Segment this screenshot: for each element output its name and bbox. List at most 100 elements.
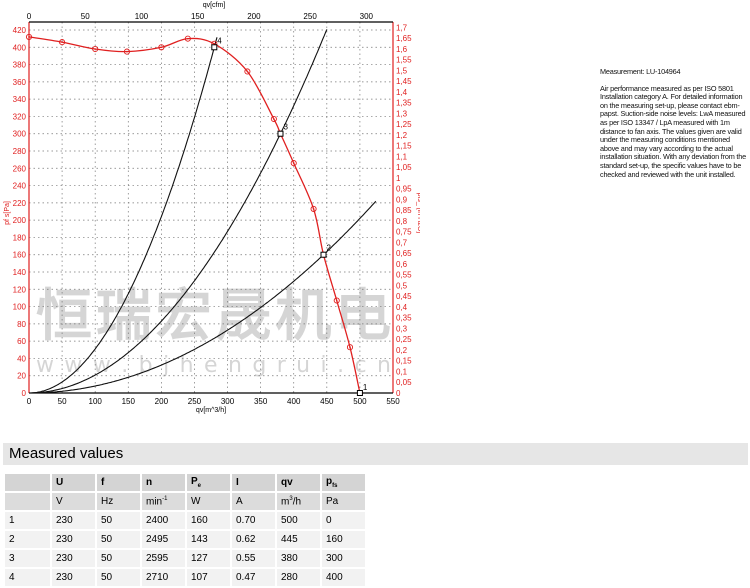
y-tick-label: 300 [13,130,27,139]
operating-point-marker [320,251,327,258]
y2-tick-label: 1,4 [396,88,408,97]
x-tick-label: 50 [58,397,67,406]
fan-curve-marker-dot [335,299,338,302]
y-tick-label: 140 [13,268,27,277]
table-header-row: U f n Pe I qv pfs [5,474,365,491]
table-cell: 230 [52,512,95,529]
table-cell: 2495 [142,531,185,548]
x-tick-label: 250 [188,397,202,406]
x-tick-label: 550 [386,397,400,406]
table-cell: 0.55 [232,550,275,567]
table-cell: 143 [187,531,230,548]
fan-curve-marker-dot [187,37,189,40]
subscript: fs [332,483,338,489]
y2-tick-label: 1,1 [396,152,408,161]
x2-axis-label: qv[cfm] [203,2,226,9]
unit-cell [5,493,50,510]
unit-cell: V [52,493,95,510]
operating-point-label: 3 [283,123,288,132]
y2-tick-label: 1,35 [396,99,412,108]
y2-tick-label: 0,1 [396,367,408,376]
x-tick-label: 450 [320,397,334,406]
fan-curve-marker [346,344,354,351]
fan-curve-marker-dot [312,208,315,210]
y-tick-label: 360 [13,78,27,87]
y-tick-label: 280 [13,147,27,156]
fan-curve-marker [290,160,297,167]
fan-curve-marker [310,205,317,212]
table-body: 1 230 50 2400 160 0.70 500 0 2 230 50 2495 143 0.62 44… [5,512,365,586]
table-cell: 1 [5,512,50,529]
y-tick-label: 120 [13,285,27,294]
system-curve [29,200,377,394]
operating-point-label: 2 [327,244,332,253]
table-cell: 2 [5,531,50,548]
x-tick-label: 150 [122,397,136,406]
table-cell: 160 [322,531,365,548]
table-cell: 0.70 [232,512,275,529]
y2-tick-label: 0,4 [396,303,408,312]
y2-tick-label: 0,6 [396,260,408,269]
y-tick-label: 260 [13,164,27,173]
y-tick-label: 160 [13,251,27,260]
x-tick-label: 500 [353,397,367,406]
y-tick-label: 0 [22,389,27,398]
fan-curve-marker [184,35,191,42]
fan-curve-marker-dot [246,70,249,73]
measurement-id: Measurement: LU-104964 [600,67,681,76]
y2-tick-label: 0,15 [396,357,412,366]
y2-tick-label: 1,5 [396,66,408,75]
table-cell: 3 [5,550,50,567]
y-tick-label: 380 [13,61,27,70]
header-cell: qv [277,474,320,491]
x2-tick-label: 50 [81,12,90,21]
header-cell: n [142,474,185,491]
y2-tick-label: 0,7 [396,238,408,247]
measurement-info: Measurement: LU-104964 Air performance m… [600,67,750,187]
y2-tick-label: 0,65 [396,249,412,258]
table-cell: 0.47 [232,569,275,586]
table-cell: 400 [322,569,365,586]
table-cell: 2400 [142,512,185,529]
superscript: -1 [162,495,168,502]
fan-curve-marker-dot [213,43,216,45]
table-cell: 4 [5,569,50,586]
header-cell: pfs [322,474,365,491]
y2-tick-label: 1,05 [396,163,412,172]
y2-tick-label: 0,95 [396,185,412,194]
fan-curve-marker-dot [94,48,96,50]
table-cell: 445 [277,531,320,548]
table-units-row: V Hz min-1 W A m3/h Pa [5,493,365,510]
operating-point-label: 1 [363,383,368,392]
y-tick-label: 180 [13,233,27,242]
y2-tick-label: 1,3 [396,109,408,118]
y-tick-label: 320 [13,112,27,121]
y2-tick-label: 1,6 [396,45,408,54]
y2-tick-label: 0,05 [396,378,412,387]
header-cell: U [52,474,95,491]
y2-tick-label: 0,25 [396,335,412,344]
y2-tick-label: 0 [396,389,401,398]
table-cell: 280 [277,569,320,586]
y-tick-label: 60 [17,337,26,346]
measured-values-title: Measured values [3,443,748,465]
subscript: e [197,483,202,489]
fan-curve-marker [270,115,277,123]
system-curve [29,29,328,394]
x-tick-label: 100 [89,397,103,406]
table-cell: 50 [97,569,140,586]
y2-tick-label: 1,65 [396,34,412,43]
fan-curve-marker [158,44,165,51]
x2-tick-label: 100 [135,12,149,21]
y-tick-label: 420 [13,26,27,35]
table-cell: 50 [97,512,140,529]
fan-curve-marker-dot [28,36,30,38]
y2-tick-label: 0,75 [396,228,412,237]
x-axis-label: qv[m^3/h] [196,407,226,414]
operating-point-marker [356,390,363,396]
x-tick-label: 0 [27,397,32,406]
table-cell: 230 [52,531,95,548]
x2-tick-label: 300 [360,12,374,21]
y2-tick-label: 0,2 [396,346,408,355]
